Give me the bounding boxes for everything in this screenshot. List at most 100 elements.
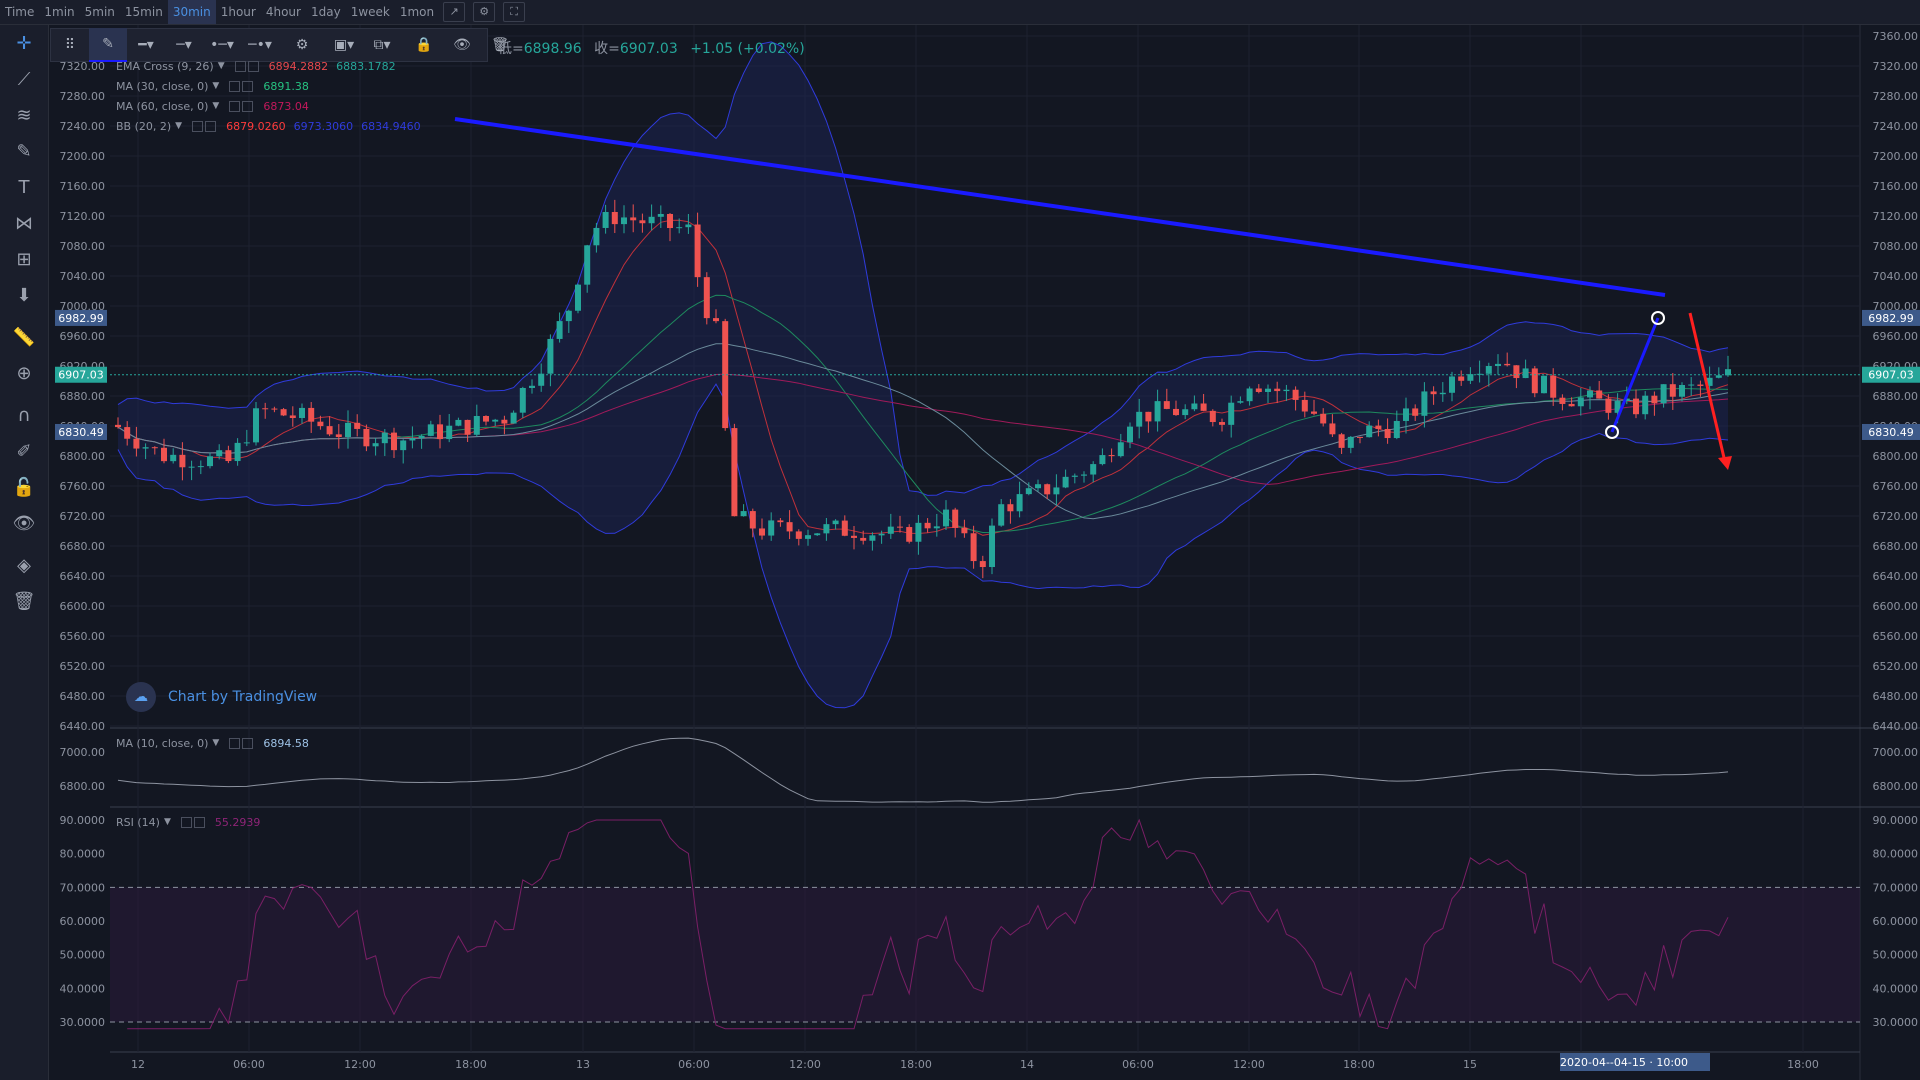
brush-icon[interactable]: ✎ [16, 140, 32, 162]
candle [133, 438, 140, 449]
ruler-icon[interactable]: 📏 [12, 326, 36, 348]
timeframe-1week[interactable]: 1week [350, 5, 390, 19]
candles [115, 199, 1731, 579]
candle [510, 412, 517, 424]
layers-icon[interactable]: ◈ [17, 554, 31, 576]
indicator-legend[interactable]: MA (60, close, 0) ▼ 6873.04 [116, 98, 309, 114]
timeframe-30min[interactable]: 30min [167, 0, 216, 24]
timeframe-1hour[interactable]: 1hour [220, 5, 256, 19]
ma-tick-label: 7000.00 [1873, 746, 1919, 759]
price-tick-label-left: 6720.00 [60, 510, 106, 523]
legend-name: RSI (14) [116, 815, 160, 829]
candle [1449, 376, 1455, 393]
price-tick-label: 6480.00 [1873, 690, 1919, 703]
eye-icon[interactable]: 👁 [453, 37, 471, 53]
line-arrow-icon[interactable]: ─•▾ [248, 37, 272, 53]
candle [207, 456, 213, 467]
indicator-legend[interactable]: EMA Cross (9, 26) ▼ 6894.2882 6883.1782 [116, 58, 396, 74]
fullscreen-icon[interactable]: ⛶ [503, 2, 526, 22]
chevron-down-icon[interactable]: ▼ [212, 738, 220, 748]
legend-value: 6894.58 [263, 736, 309, 750]
chevron-down-icon[interactable]: ▼ [217, 61, 225, 71]
anchor-point [1605, 425, 1619, 439]
anchor-point [1651, 311, 1665, 325]
drag-handle-icon[interactable]: ⠿ [64, 37, 76, 53]
price-tick-label-left: 6880.00 [60, 390, 106, 403]
chevron-down-icon[interactable]: ▼ [175, 121, 183, 131]
unlock-icon[interactable]: 🔓 [12, 476, 36, 498]
timeframe-1mon[interactable]: 1mon [399, 5, 435, 19]
arrow-down-icon[interactable]: ⬇ [16, 284, 32, 306]
price-tick-label-left: 7240.00 [60, 120, 106, 133]
pattern-icon[interactable]: ⋈ [15, 212, 33, 234]
tradingview-watermark[interactable]: ☁ Chart by TradingView [126, 682, 317, 712]
ma10-legend[interactable]: MA (10, close, 0) ▼ 6894.58 [116, 735, 309, 751]
settings-box-icon[interactable] [229, 100, 241, 112]
candle [768, 520, 775, 536]
candle [906, 527, 913, 542]
line-end-icon[interactable]: •─▾ [210, 37, 234, 53]
price-tick-label: 6560.00 [1873, 630, 1919, 643]
trash-icon[interactable]: 🗑 [491, 37, 509, 53]
gear-icon[interactable]: ⚙ [295, 37, 309, 53]
candle [970, 533, 977, 562]
close-box-icon[interactable] [247, 60, 259, 72]
rsi-legend[interactable]: RSI (14) ▼ 55.2939 [116, 814, 260, 830]
chevron-down-icon[interactable]: ▼ [212, 81, 220, 91]
indicator-legend[interactable]: MA (30, close, 0) ▼ 6891.38 [116, 78, 309, 94]
candle [1108, 455, 1115, 457]
text-icon[interactable]: T [18, 176, 30, 198]
candle [869, 535, 876, 541]
candle [602, 211, 609, 228]
eye-icon[interactable]: 👁 [12, 512, 36, 534]
candle [363, 428, 370, 447]
close-box-icon[interactable] [242, 737, 254, 749]
chevron-down-icon[interactable]: ▼ [212, 101, 220, 111]
settings-box-icon[interactable] [229, 737, 241, 749]
timeframe-1day[interactable]: 1day [310, 5, 341, 19]
crosshair-icon[interactable]: ✛ [16, 32, 32, 54]
timeframe-1min[interactable]: 1min [44, 5, 75, 19]
fill-icon[interactable]: ▣▾ [333, 37, 355, 53]
candle [575, 284, 581, 311]
clone-icon[interactable]: ⧉▾ [373, 37, 391, 53]
rsi-tick-label: 50.0000 [1873, 949, 1919, 962]
candle [630, 217, 637, 221]
trash-icon[interactable]: 🗑 [12, 590, 36, 612]
time-tick-label: 12:00 [344, 1058, 376, 1071]
candle [639, 220, 646, 224]
candle [1467, 374, 1474, 381]
trend-line-icon[interactable]: ⟋ [17, 68, 31, 90]
fib-icon[interactable]: ≋ [16, 104, 32, 126]
close-box-icon[interactable] [193, 816, 205, 828]
settings-box-icon[interactable] [229, 80, 241, 92]
zoom-icon[interactable]: ⊕ [16, 362, 32, 384]
price-tick-label: 6760.00 [1873, 480, 1919, 493]
indicator-legend[interactable]: BB (20, 2) ▼ 6879.0260 6973.3060 6834.9460 [116, 118, 421, 134]
indicator-icon[interactable]: ↗ [443, 2, 466, 22]
close-box-icon[interactable] [242, 100, 254, 112]
candle [1384, 428, 1391, 439]
close-box-icon[interactable] [205, 120, 217, 132]
line-width-icon[interactable]: ━▾ [138, 37, 154, 53]
settings-box-icon[interactable] [192, 120, 204, 132]
pencil-icon[interactable]: ✎ [89, 28, 127, 62]
settings-box-icon[interactable] [180, 816, 192, 828]
lock-icon[interactable]: 🔒 [415, 37, 433, 53]
timeframe-15min[interactable]: 15min [124, 5, 163, 19]
line-style-icon[interactable]: ─▾ [176, 37, 192, 53]
magnet-icon[interactable]: ∩ [17, 404, 31, 426]
settings-icon[interactable]: ⚙ [473, 2, 496, 22]
measure-icon[interactable]: ⊞ [16, 248, 32, 270]
chevron-down-icon[interactable]: ▼ [163, 817, 171, 827]
close-box-icon[interactable] [242, 80, 254, 92]
rsi-tick-label: 40.0000 [1873, 982, 1919, 995]
timeframe-time[interactable]: Time [5, 5, 35, 19]
timeframe-5min[interactable]: 5min [84, 5, 115, 19]
timeframe-4hour[interactable]: 4hour [265, 5, 301, 19]
candle [621, 217, 627, 225]
candle [179, 454, 186, 468]
lock-draw-icon[interactable]: ✐ [16, 440, 32, 462]
settings-box-icon[interactable] [234, 60, 246, 72]
